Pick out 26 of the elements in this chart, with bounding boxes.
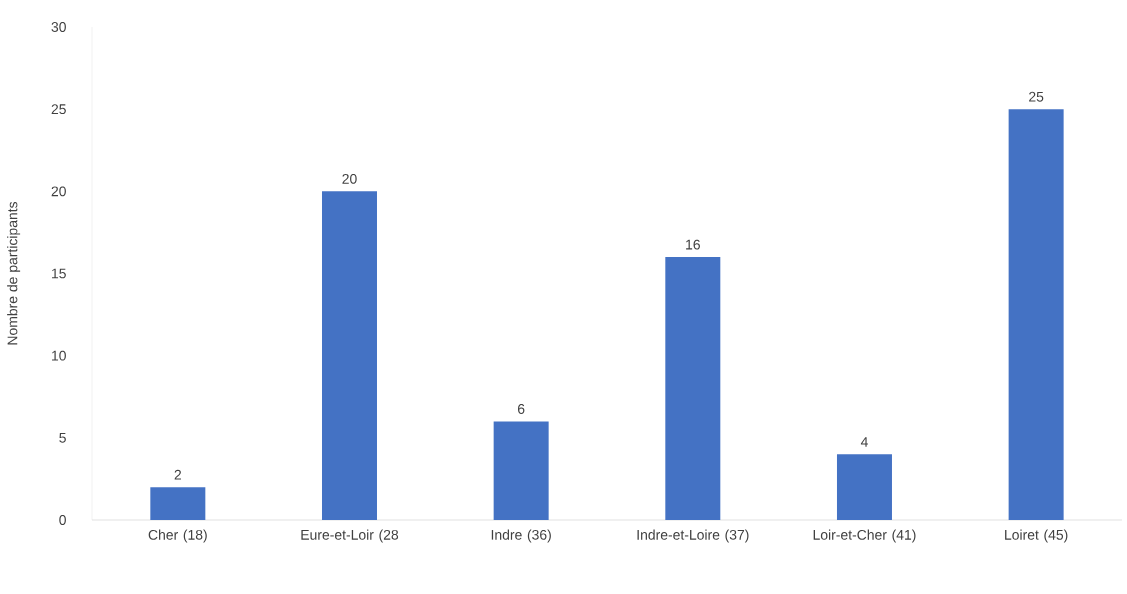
bar xyxy=(493,421,549,520)
x-tick-label: Cher (18) xyxy=(148,529,207,543)
data-label: 4 xyxy=(860,437,868,447)
y-tick-label: 15 xyxy=(52,268,66,279)
data-label: 20 xyxy=(342,173,357,184)
data-label: 25 xyxy=(1029,91,1044,102)
y-tick-label: 30 xyxy=(51,22,66,32)
bar xyxy=(665,257,721,520)
data-label: 16 xyxy=(686,239,700,250)
y-axis-title: Nombre de participants xyxy=(7,201,21,345)
x-tick-label: Indre (36) xyxy=(491,529,551,543)
x-tick-label: Loir-et-Cher (41) xyxy=(813,529,916,543)
y-tick-label: 5 xyxy=(59,432,66,443)
bar xyxy=(321,191,377,520)
bar xyxy=(836,454,892,520)
bar xyxy=(1008,109,1064,520)
bar xyxy=(150,487,206,520)
y-tick-label: 10 xyxy=(52,350,66,361)
y-tick-label: 25 xyxy=(51,104,66,115)
y-tick-label: 20 xyxy=(51,186,66,197)
data-label: 6 xyxy=(517,403,525,414)
x-tick-label: Indre-et-Loire (37) xyxy=(637,529,749,543)
data-label: 2 xyxy=(174,469,182,480)
x-tick-label: Loiret (45) xyxy=(1005,529,1068,543)
x-tick-label: Eure-et-Loir (28 xyxy=(301,529,399,543)
y-tick-label: 0 xyxy=(59,515,66,525)
